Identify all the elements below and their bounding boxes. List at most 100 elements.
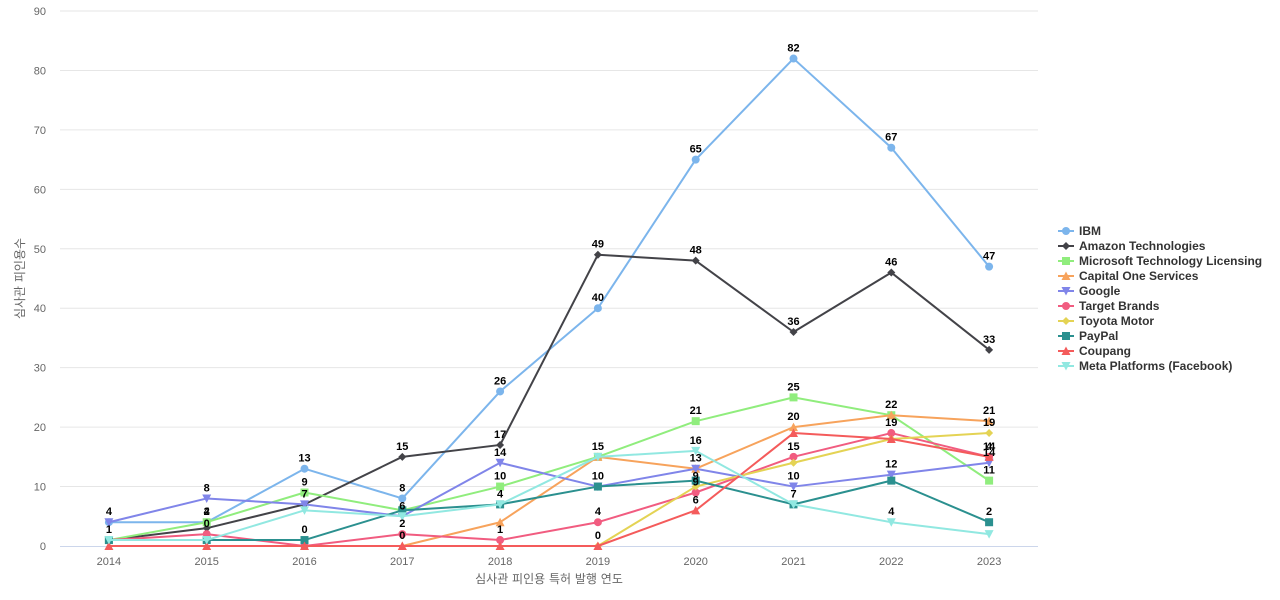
data-label: 1 bbox=[497, 524, 503, 536]
data-point bbox=[691, 417, 700, 426]
data-label: 4 bbox=[106, 506, 113, 518]
series-line bbox=[108, 57, 990, 524]
legend-item[interactable]: Amazon Technologies bbox=[1058, 239, 1206, 253]
data-label: 15 bbox=[592, 441, 604, 453]
data-label: 25 bbox=[787, 381, 799, 393]
legend-label: Meta Platforms (Facebook) bbox=[1079, 359, 1232, 373]
grid-lines bbox=[60, 10, 1038, 488]
y-tick-label: 40 bbox=[34, 303, 46, 315]
x-axis-ticks: 2014 2015 2016 2017 2018 2019 2020 2021 2022 2023 bbox=[97, 556, 1002, 568]
data-point bbox=[691, 256, 700, 265]
legend-marker bbox=[1062, 302, 1070, 310]
data-point bbox=[495, 541, 505, 550]
legend-marker bbox=[1061, 346, 1071, 355]
data-label: 9 bbox=[693, 471, 699, 483]
data-point bbox=[496, 482, 505, 491]
legend-label: Capital One Services bbox=[1079, 269, 1199, 283]
data-label: 10 bbox=[592, 471, 604, 483]
data-point bbox=[886, 434, 896, 443]
legend-label: PayPal bbox=[1079, 329, 1118, 343]
series-line bbox=[108, 253, 990, 542]
legend-item[interactable]: Meta Platforms (Facebook) bbox=[1058, 359, 1232, 373]
series-9 bbox=[104, 446, 994, 545]
data-point bbox=[104, 541, 114, 550]
x-tick-label: 2016 bbox=[292, 556, 316, 568]
x-tick-label: 2019 bbox=[586, 556, 610, 568]
legend-item[interactable]: Coupang bbox=[1058, 344, 1131, 358]
series-8 bbox=[104, 428, 994, 550]
legend-item[interactable]: Google bbox=[1058, 284, 1121, 298]
data-point bbox=[887, 476, 896, 485]
data-label: 48 bbox=[690, 245, 702, 257]
y-tick-label: 50 bbox=[34, 244, 46, 256]
legend-label: Coupang bbox=[1079, 344, 1131, 358]
data-label: 21 bbox=[983, 405, 995, 417]
data-label: 4 bbox=[986, 441, 993, 453]
legend-item[interactable]: Target Brands bbox=[1058, 299, 1160, 313]
data-point bbox=[985, 429, 994, 438]
data-point bbox=[985, 262, 994, 271]
data-point bbox=[398, 494, 407, 503]
data-label: 16 bbox=[690, 435, 702, 447]
y-tick-label: 30 bbox=[34, 363, 46, 375]
data-label: 19 bbox=[983, 417, 995, 429]
data-point bbox=[789, 452, 798, 461]
data-label: 6 bbox=[399, 500, 405, 512]
x-tick-label: 2021 bbox=[781, 556, 805, 568]
data-label: 10 bbox=[494, 471, 506, 483]
data-point bbox=[789, 54, 798, 63]
data-label: 36 bbox=[787, 316, 799, 328]
data-label: 0 bbox=[399, 530, 405, 542]
data-label: 0 bbox=[595, 530, 601, 542]
data-label: 22 bbox=[885, 399, 897, 411]
data-point bbox=[691, 155, 700, 164]
data-label: 47 bbox=[983, 251, 995, 263]
data-label: 21 bbox=[690, 405, 702, 417]
data-point bbox=[691, 505, 701, 515]
legend-marker bbox=[1062, 227, 1070, 235]
legend-label: IBM bbox=[1079, 224, 1101, 238]
data-point bbox=[789, 500, 798, 509]
y-tick-label: 20 bbox=[34, 422, 46, 434]
data-point bbox=[887, 268, 896, 277]
legend-marker bbox=[1062, 317, 1070, 325]
legend-label: Google bbox=[1079, 284, 1121, 298]
legend-label: Toyota Motor bbox=[1079, 314, 1154, 328]
data-label: 33 bbox=[983, 334, 995, 346]
legend-marker bbox=[1061, 287, 1071, 296]
data-point bbox=[398, 506, 407, 515]
data-label: 7 bbox=[301, 488, 307, 500]
x-tick-label: 2014 bbox=[97, 556, 121, 568]
y-axis-ticks: 0 10 20 30 40 50 60 70 80 90 bbox=[34, 6, 46, 553]
data-point bbox=[886, 470, 896, 480]
data-label: 12 bbox=[885, 459, 897, 471]
legend-item[interactable]: Toyota Motor bbox=[1058, 314, 1154, 328]
data-point bbox=[789, 458, 798, 467]
data-point bbox=[495, 458, 505, 468]
data-label: 14 bbox=[983, 441, 996, 453]
data-label: 7 bbox=[790, 488, 796, 500]
data-label: 6 bbox=[693, 494, 699, 506]
data-label: 15 bbox=[396, 441, 408, 453]
x-axis-title: 심사관 피인용 특허 발행 연도 bbox=[475, 571, 623, 586]
data-label: 4 bbox=[888, 506, 895, 518]
data-label: 8 bbox=[204, 482, 210, 494]
data-point bbox=[985, 476, 994, 485]
data-point bbox=[887, 143, 896, 152]
data-point bbox=[789, 482, 798, 492]
data-point bbox=[886, 410, 896, 420]
y-tick-label: 10 bbox=[34, 482, 46, 494]
x-tick-label: 2017 bbox=[390, 556, 414, 568]
legend-item[interactable]: Microsoft Technology Licensing bbox=[1058, 254, 1262, 268]
data-label: 15 bbox=[787, 441, 799, 453]
data-label: 2 bbox=[204, 506, 210, 518]
data-point bbox=[593, 250, 602, 259]
x-tick-label: 2020 bbox=[683, 556, 707, 568]
legend-item[interactable]: Capital One Services bbox=[1058, 269, 1199, 283]
data-point bbox=[984, 416, 994, 426]
legend-marker bbox=[1061, 362, 1071, 371]
legend-item[interactable]: PayPal bbox=[1058, 329, 1118, 343]
data-point bbox=[398, 452, 407, 461]
legend-item[interactable]: IBM bbox=[1058, 224, 1101, 238]
